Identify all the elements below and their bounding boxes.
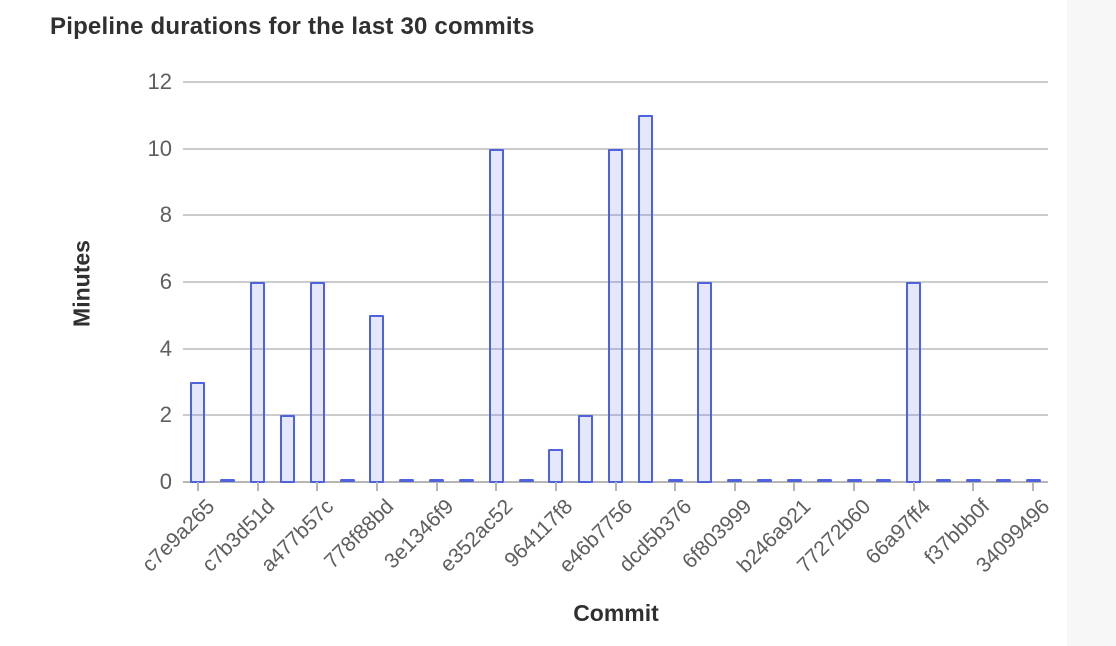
pipeline-duration-zero-bar	[816, 479, 832, 482]
grid-line	[183, 414, 1048, 417]
pipeline-duration-bar	[309, 282, 325, 483]
pipeline-duration-bar	[548, 448, 564, 483]
pipeline-duration-bar	[697, 282, 713, 483]
pipeline-duration-zero-bar	[757, 479, 773, 482]
chart-title: Pipeline durations for the last 30 commi…	[50, 13, 535, 40]
pipeline-duration-zero-bar	[518, 479, 534, 482]
grid-line	[183, 81, 1048, 83]
grid-line	[183, 347, 1048, 350]
pipeline-duration-bar	[190, 382, 206, 483]
x-axis-tick	[912, 482, 915, 491]
y-tick-label: 10	[147, 135, 172, 161]
pipeline-duration-zero-bar	[727, 479, 743, 482]
x-axis-tick	[435, 482, 438, 491]
pipeline-duration-zero-bar	[936, 479, 952, 482]
pipeline-duration-bar	[637, 115, 653, 483]
pipeline-duration-bar	[369, 315, 385, 483]
x-axis-tick	[554, 482, 557, 491]
x-axis-tick	[316, 482, 319, 491]
pipeline-duration-bar	[578, 415, 594, 483]
x-axis-tick	[733, 482, 736, 491]
grid-line	[183, 214, 1048, 217]
pipeline-duration-bar	[488, 148, 504, 483]
x-axis-tick	[375, 482, 378, 491]
x-axis-tick	[793, 482, 796, 491]
pipeline-duration-zero-bar	[995, 479, 1011, 482]
pipeline-duration-zero-bar	[220, 479, 236, 482]
x-axis-tick	[196, 482, 199, 491]
pipeline-duration-zero-bar	[667, 479, 683, 482]
pipeline-duration-zero-bar	[1025, 479, 1041, 482]
x-axis-tick	[674, 482, 677, 491]
y-tick-label: 8	[159, 202, 172, 228]
pipeline-duration-bar	[608, 148, 623, 483]
pipeline-duration-zero-bar	[965, 479, 981, 482]
x-axis-tick	[256, 482, 259, 491]
x-axis-tick	[614, 482, 617, 491]
pipeline-duration-zero-bar	[339, 479, 355, 482]
y-axis-title: Minutes	[68, 240, 95, 327]
y-tick-label: 2	[159, 402, 172, 428]
pipeline-duration-bar	[250, 282, 266, 483]
x-axis-tick	[1032, 482, 1035, 491]
pipeline-duration-bar	[279, 415, 295, 483]
pipeline-duration-zero-bar	[399, 479, 415, 482]
pipeline-duration-zero-bar	[846, 479, 862, 482]
x-axis-tick	[495, 482, 498, 491]
grid-line	[183, 281, 1048, 283]
y-tick-label: 0	[159, 469, 172, 494]
pipeline-duration-zero-bar	[786, 479, 802, 482]
x-axis-tick	[853, 482, 856, 491]
y-tick-label: 12	[147, 69, 172, 94]
x-axis-title: Commit	[573, 600, 659, 626]
page-background-strip	[1067, 0, 1116, 646]
pipeline-duration-zero-bar	[458, 479, 474, 482]
pipeline-duration-zero-bar	[876, 479, 892, 482]
pipeline-duration-bar	[906, 282, 922, 483]
y-tick-label: 4	[159, 335, 172, 361]
y-tick-label: 6	[159, 269, 172, 294]
x-axis-tick	[972, 482, 975, 491]
pipeline-duration-zero-bar	[429, 479, 445, 482]
